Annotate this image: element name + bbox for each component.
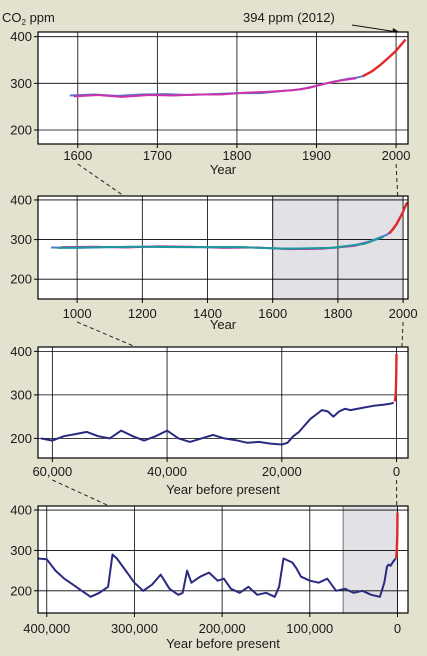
series-line-3 — [57, 235, 384, 250]
chart-panel-1: 1600 1700 1800 1900 2000 200 300 400 Year — [10, 29, 410, 177]
chart-panel-4: 400,000 300,000 200,000 100,000 0 200 300 400 Ye… — [10, 503, 409, 651]
plot-frame — [37, 505, 409, 614]
x-tick-label: 1800 — [323, 306, 352, 321]
plot-frame — [37, 31, 409, 145]
plot-area — [38, 347, 408, 458]
x-tick-label: 300,000 — [111, 621, 158, 636]
series-line-2 — [395, 512, 399, 559]
plot-frame — [37, 195, 409, 300]
y-tick-label: 200 — [10, 272, 32, 287]
chart-panel-2: 1000 1200 1400 1600 1800 2000 200 300 400 Year — [10, 192, 417, 332]
y-tick-label: 200 — [10, 431, 32, 446]
x-tick-label: 60,000 — [32, 464, 72, 479]
series-line-3 — [362, 38, 407, 78]
x-axis-label: Year before present — [166, 482, 280, 497]
series-line-2 — [73, 77, 357, 98]
y-tick-label: 400 — [10, 192, 32, 207]
x-tick-label: 0 — [393, 464, 400, 479]
y-tick-label: 300 — [10, 76, 32, 91]
series-line-1 — [40, 401, 394, 446]
x-axis-label: Year — [210, 317, 237, 332]
x-tick-label: 1000 — [63, 306, 92, 321]
x-tick-label: 2000 — [382, 148, 411, 163]
y-tick-label: 300 — [10, 232, 32, 247]
y-tick-label: 400 — [10, 344, 32, 359]
x-tick-label: 1800 — [222, 148, 251, 163]
x-tick-label: 400,000 — [23, 621, 70, 636]
x-tick-label: 0 — [394, 621, 401, 636]
x-tick-label: 20,000 — [262, 464, 302, 479]
plot-frame — [37, 346, 409, 459]
chart-panel-3: 60,000 40,000 20,000 0 200 300 400 Year before … — [10, 344, 409, 497]
annotation-arrow — [351, 24, 398, 33]
series-line-1 — [37, 553, 397, 598]
plot-area — [38, 32, 408, 144]
x-tick-label: 1400 — [193, 306, 222, 321]
y-tick-label: 300 — [10, 543, 32, 558]
x-axis-label: Year before present — [166, 636, 280, 651]
y-tick-label: 200 — [10, 583, 32, 598]
highlight-region — [342, 505, 398, 614]
series-line-2 — [393, 353, 398, 402]
x-tick-label: 200,000 — [199, 621, 246, 636]
x-tick-label: 1600 — [63, 148, 92, 163]
y-tick-label: 300 — [10, 387, 32, 402]
x-tick-label: 100,000 — [286, 621, 333, 636]
x-tick-label: 1200 — [128, 306, 157, 321]
y-tick-label: 400 — [10, 503, 32, 518]
x-tick-label: 40,000 — [147, 464, 187, 479]
series-line-4 — [388, 201, 409, 235]
y-tick-label: 200 — [10, 123, 32, 138]
y-tick-label: 400 — [10, 29, 32, 44]
x-tick-label: 1600 — [258, 306, 287, 321]
annotation-label: 394 ppm (2012) — [243, 10, 335, 25]
x-tick-label: 2000 — [389, 306, 418, 321]
x-axis-label: Year — [210, 162, 237, 177]
y-axis-title: CO2 ppm — [2, 10, 55, 27]
x-tick-label: 1700 — [143, 148, 172, 163]
x-tick-label: 1900 — [302, 148, 331, 163]
